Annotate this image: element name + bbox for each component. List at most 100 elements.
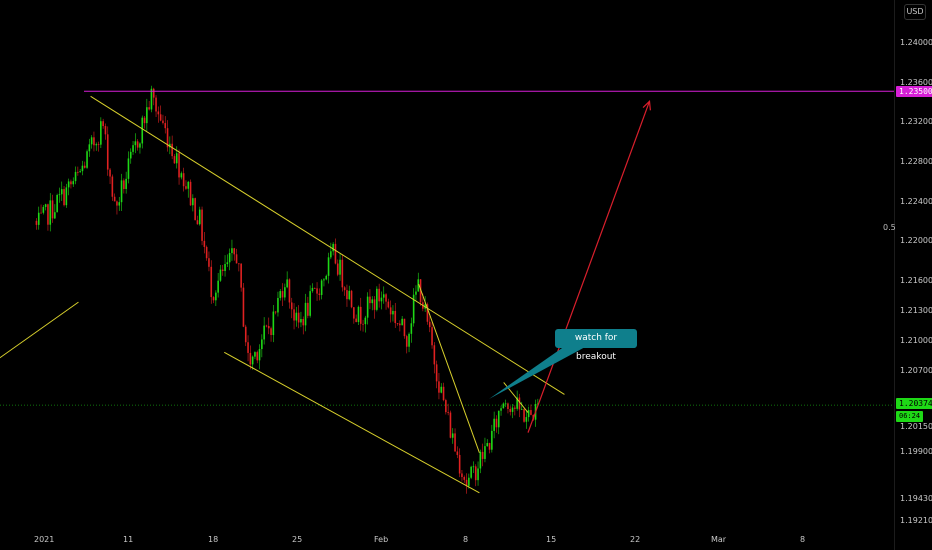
candle-body (445, 400, 447, 413)
candle-body (495, 418, 498, 428)
candle-body (182, 173, 185, 187)
candle-body (104, 126, 107, 135)
candle-body (228, 253, 231, 263)
candle-body (58, 194, 61, 196)
candle-body (35, 220, 38, 225)
target-arrow-head (642, 100, 651, 111)
candle-body (274, 311, 277, 313)
candle-body (132, 145, 134, 152)
date-tick: 2021 (34, 535, 55, 544)
candle-body (320, 280, 323, 295)
price-tick: 1.20150 (900, 422, 932, 431)
date-tick: 22 (630, 535, 641, 544)
candle-body (277, 297, 279, 313)
candle-body (304, 302, 307, 326)
candle-body (396, 323, 399, 324)
candle-body (382, 294, 385, 298)
date-tick: Mar (711, 535, 727, 544)
candle-body (417, 279, 420, 292)
candle-body (56, 194, 58, 213)
candle-body (194, 198, 196, 221)
currency-badge[interactable]: USD (904, 4, 926, 20)
candle-body (63, 189, 65, 206)
candle-body (238, 263, 240, 265)
candle-body (364, 317, 367, 325)
price-tick: 1.19430 (900, 494, 932, 503)
price-axis[interactable] (894, 0, 932, 550)
level-label: 0.5 (883, 223, 896, 232)
candle-body (37, 212, 40, 225)
candle-body (359, 306, 362, 324)
candle-body (474, 466, 477, 481)
candle-body (187, 181, 190, 189)
candle-body (208, 258, 210, 267)
price-tick: 1.23200 (900, 117, 932, 126)
candle-body (449, 412, 452, 438)
candle-body (166, 128, 169, 148)
candle-body (346, 290, 348, 300)
candle-body (458, 454, 461, 474)
price-tick: 1.19210 (900, 516, 932, 525)
candle-body (180, 173, 183, 178)
candle-body (49, 200, 52, 225)
candle-body (116, 201, 118, 206)
candle-body (141, 117, 144, 144)
candle-body (265, 325, 268, 327)
candle-body (348, 290, 351, 300)
trendline (0, 301, 79, 359)
candle-body (95, 144, 98, 146)
candle-body (523, 409, 525, 422)
candle-body (143, 117, 146, 124)
date-tick: 8 (463, 535, 469, 544)
candle-body (323, 279, 325, 281)
candle-body (251, 356, 254, 365)
candle-body (148, 107, 150, 110)
candle-body (219, 269, 222, 281)
candle-body (481, 451, 484, 459)
candle-body (109, 169, 111, 177)
candle-body (330, 251, 332, 258)
candle-body (67, 181, 70, 188)
candle-body (378, 288, 380, 302)
breakout-callout[interactable]: watch for breakout (555, 329, 637, 362)
candle-body (353, 307, 355, 319)
candle-body (415, 291, 417, 295)
candle-body (201, 209, 203, 241)
candle-body (256, 352, 259, 361)
candle-body (332, 243, 334, 252)
candle-body (470, 466, 472, 478)
candle-body (341, 259, 344, 288)
candle-body (472, 466, 475, 468)
candle-body (97, 144, 100, 145)
date-tick: 25 (292, 535, 303, 544)
trendline (224, 351, 480, 494)
candle-body (288, 279, 291, 303)
candle-body (316, 288, 318, 294)
candle-body (196, 220, 199, 225)
price-tick: 1.23600 (900, 78, 932, 87)
candle-body (376, 288, 378, 310)
candle-body (249, 352, 252, 365)
candle-body (399, 323, 401, 326)
candle-body (254, 352, 256, 357)
candle-body (297, 312, 300, 323)
candle-body (120, 180, 123, 203)
candle-body (431, 327, 433, 346)
candle-body (127, 158, 130, 179)
trendline (418, 283, 480, 453)
date-tick: 15 (546, 535, 557, 544)
candle-body (217, 280, 219, 293)
candle-body (221, 269, 224, 272)
candle-body (192, 198, 194, 206)
candle-body (493, 418, 495, 431)
price-tick: 1.24000 (900, 38, 932, 47)
candle-body (235, 254, 238, 264)
price-tick: 1.22000 (900, 236, 932, 245)
candle-body (113, 196, 116, 202)
candle-body (419, 279, 422, 303)
candle-body (456, 451, 459, 455)
candle-body (198, 209, 201, 225)
candle-body (392, 310, 394, 315)
candle-body (146, 107, 148, 124)
